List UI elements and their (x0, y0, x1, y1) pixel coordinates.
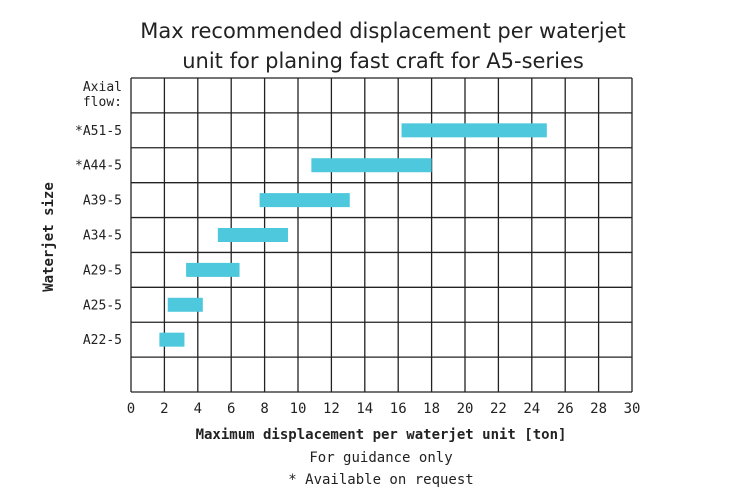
y-category-label: A34-5 (83, 229, 122, 244)
axial-flow-label-line-1: Axial (83, 80, 122, 95)
x-tick-label: 30 (624, 401, 641, 417)
x-tick-label: 6 (227, 401, 235, 417)
chart-title-line-2: unit for planing fast craft for A5-serie… (182, 49, 584, 73)
x-tick-label: 26 (557, 401, 574, 417)
x-tick-label: 22 (490, 401, 507, 417)
note-guidance: For guidance only (309, 450, 452, 466)
range-bar (217, 228, 288, 242)
x-tick-label: 2 (160, 401, 168, 417)
range-bar (259, 193, 350, 208)
y-category-label: A22-5 (83, 333, 122, 348)
x-tick-label: 18 (423, 401, 440, 417)
grid (130, 77, 633, 393)
range-bar (401, 123, 547, 138)
x-tick-label: 24 (523, 401, 540, 417)
note-available: * Available on request (288, 472, 473, 488)
y-category-label: A29-5 (83, 263, 122, 278)
x-tick-label: 12 (323, 401, 340, 417)
y-category-label: A39-5 (83, 194, 122, 209)
range-bar (167, 297, 203, 312)
x-axis-label: Maximum displacement per waterjet unit [… (196, 427, 567, 443)
bars (159, 123, 547, 347)
range-bar (186, 262, 240, 277)
x-tick-label: 4 (194, 401, 202, 417)
chart-title-line-1: Max recommended displacement per waterje… (140, 19, 626, 43)
x-tick-label: 0 (127, 401, 135, 417)
y-category-label: *A51-5 (75, 124, 122, 139)
x-tick-label: 10 (290, 401, 307, 417)
x-tick-label: 8 (260, 401, 268, 417)
x-tick-label: 20 (457, 401, 474, 417)
axial-flow-label-line-2: flow: (83, 95, 122, 110)
y-category-label: *A44-5 (75, 159, 122, 174)
x-tick-label: 16 (390, 401, 407, 417)
x-tick-label: 14 (356, 401, 373, 417)
y-category-labels: *A51-5 *A44-5 A39-5 A34-5 A29-5 A25-5 A22-5 (75, 124, 122, 348)
range-bar (311, 158, 432, 173)
x-tick-labels: 0 2 4 6 8 10 12 14 16 18 20 22 24 26 28 30 (127, 401, 641, 417)
y-category-label: A25-5 (83, 298, 122, 313)
x-tick-label: 28 (590, 401, 607, 417)
y-axis-label: Waterjet size (41, 182, 57, 292)
range-bar (159, 332, 185, 347)
